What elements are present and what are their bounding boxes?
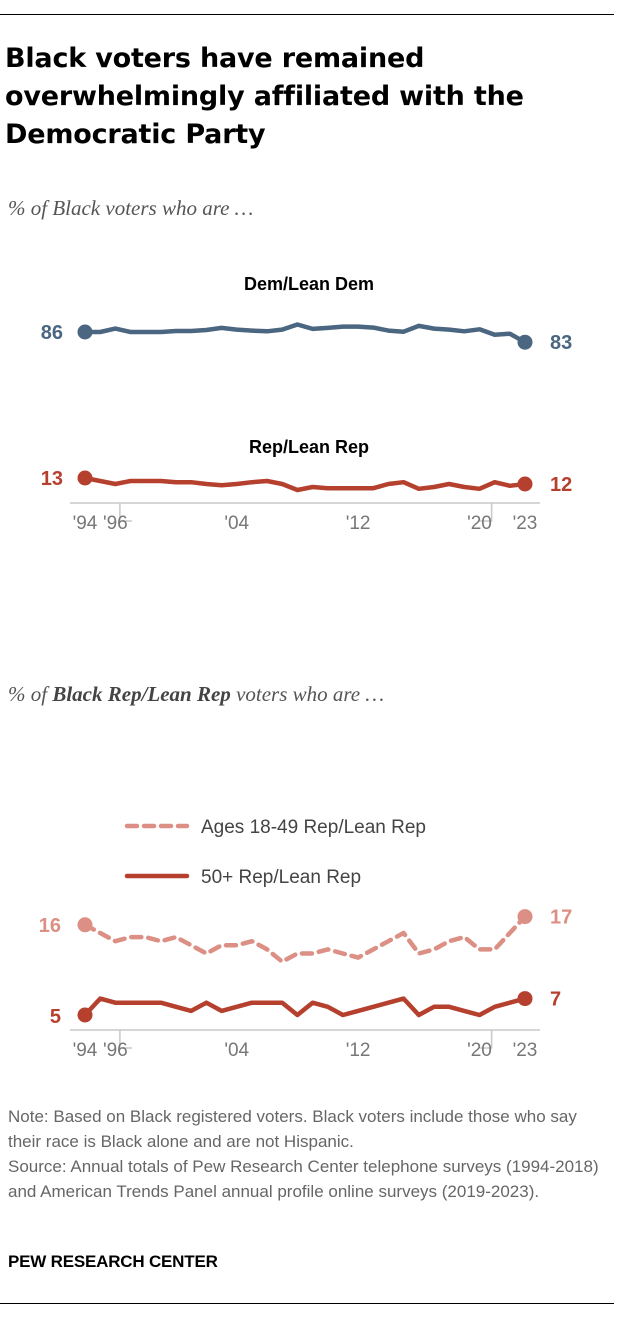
old-series-end-point — [517, 991, 533, 1007]
dem-series-end-point — [517, 334, 533, 350]
chart1-tick-label-2: '04 — [224, 513, 249, 534]
chart-title: Black voters have remained overwhelmingl… — [5, 43, 524, 150]
chart2-tick-label-5: '23 — [513, 1040, 538, 1061]
rep-end-label: 12 — [550, 474, 572, 496]
chart2-subtitle: % of Black Rep/Lean Rep voters who are … — [8, 682, 384, 707]
young-series-end-point — [517, 909, 533, 925]
rep-series-line — [82, 475, 528, 493]
chart2-tick-label-0: '94 — [73, 1040, 98, 1061]
pew-brand-logo: PEW RESEARCH CENTER — [8, 1252, 218, 1271]
legend-label-old: 50+ Rep/Lean Rep — [201, 867, 361, 888]
chart1-tick-label-4: '20 — [467, 513, 492, 534]
chart2-subtitle-bold: Black Rep/Lean Rep — [52, 682, 231, 706]
chart1-tick-label-0: '94 — [73, 513, 98, 534]
rep-series-start-point — [77, 470, 93, 486]
dem-series-label: Dem/Lean Dem — [244, 274, 374, 294]
bottom-rule — [0, 1303, 614, 1304]
dem-series-start-point — [77, 324, 93, 340]
old-series-start-point — [77, 1007, 93, 1023]
chart1-tick-bracket-left — [119, 503, 132, 522]
young-end-label: 17 — [550, 907, 572, 929]
old-series-line — [82, 996, 528, 1018]
young-series-line — [82, 914, 528, 964]
chart1-tick-bracket-right — [479, 503, 493, 522]
chart2-tick-label-4: '20 — [467, 1040, 492, 1061]
rep-series-label: Rep/Lean Rep — [249, 437, 369, 457]
rep-age-chart: Ages 18-49 Rep/Lean Rep 50+ Rep/Lean Rep 1… — [39, 817, 573, 1061]
chart2-tick-label-1: '96 — [103, 1040, 128, 1061]
chart1-tick-label-5: '23 — [513, 513, 538, 534]
old-start-label: 5 — [50, 1006, 61, 1028]
young-start-label: 16 — [39, 915, 61, 937]
party-affiliation-chart: Dem/Lean Dem Rep/Lean Rep 86 83 13 12 '94'96 '0… — [41, 274, 573, 534]
dem-start-label: 86 — [41, 322, 63, 344]
chart2-tick-bracket-left — [119, 1030, 132, 1049]
rep-start-label: 13 — [41, 468, 63, 490]
note: Note: Based on Black registered voters. … — [8, 1107, 577, 1151]
dem-series-line — [82, 322, 528, 345]
chart2-subtitle-prefix: % of — [8, 682, 53, 706]
chart2-tick-label-3: '12 — [346, 1040, 371, 1061]
chart1-tick-label-1: '96 — [103, 513, 128, 534]
chart2-subtitle-suffix: voters who are … — [230, 682, 385, 706]
chart2-tick-bracket-right — [479, 1030, 493, 1049]
chart1-subtitle: % of Black voters who are … — [8, 196, 254, 220]
top-rule — [0, 14, 614, 15]
legend-label-young: Ages 18-49 Rep/Lean Rep — [201, 817, 426, 838]
old-end-label: 7 — [550, 989, 561, 1011]
young-series-start-point — [77, 917, 93, 933]
dem-end-label: 83 — [550, 332, 572, 354]
chart1-tick-label-3: '12 — [346, 513, 371, 534]
rep-series-end-point — [517, 476, 533, 492]
note-text: Note: Based on Black registered voters. … — [8, 1104, 613, 1204]
chart2-tick-label-2: '04 — [224, 1040, 249, 1061]
source: Source: Annual totals of Pew Research Ce… — [8, 1157, 599, 1201]
